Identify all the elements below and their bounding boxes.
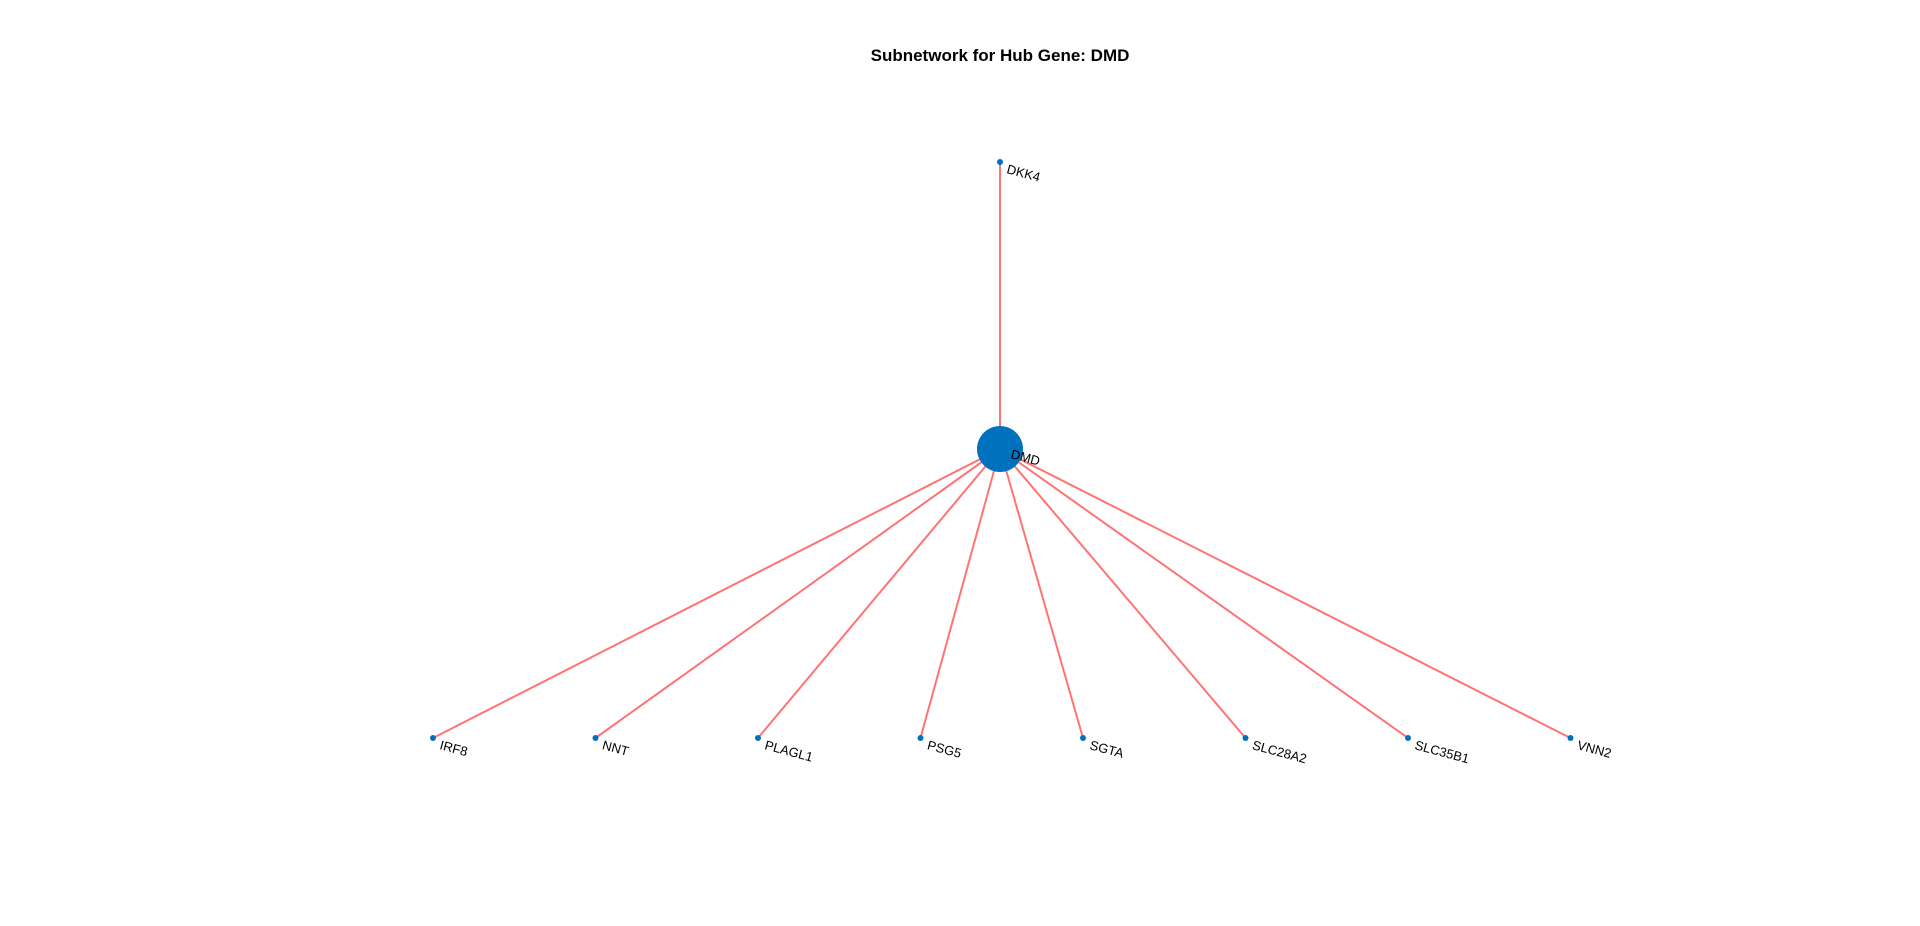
- node-dkk4: [997, 159, 1003, 165]
- edges-layer: [432, 162, 1571, 739]
- node-hub-dmd: [977, 426, 1023, 472]
- nodes-layer: [430, 159, 1574, 741]
- graph-title: Subnetwork for Hub Gene: DMD: [871, 46, 1130, 65]
- label-slc28a2: SLC28A2: [1251, 737, 1309, 766]
- node-nnt: [592, 735, 599, 741]
- node-plagl1: [755, 735, 761, 741]
- edge-dmd-irf8: [432, 448, 1001, 739]
- label-nnt: NNT: [601, 737, 631, 758]
- edge-dmd-vnn2: [999, 448, 1571, 739]
- label-plagl1: PLAGL1: [763, 737, 814, 764]
- node-slc28a2: [1242, 735, 1249, 741]
- label-dkk4: DKK4: [1005, 161, 1042, 184]
- node-psg5: [917, 735, 924, 741]
- label-hub-dmd: DMD: [1009, 446, 1041, 468]
- labels-layer: DKK4 IRF8 NNT PLAGL1 PSG5 SGTA SLC28A2 SLC35B1 V…: [438, 161, 1613, 766]
- label-psg5: PSG5: [926, 737, 963, 760]
- edge-dmd-nnt: [594, 448, 1001, 739]
- edge-dmd-slc35b1: [999, 448, 1409, 739]
- edge-dmd-plagl1: [757, 448, 1001, 739]
- node-slc35b1: [1405, 735, 1411, 741]
- label-irf8: IRF8: [438, 737, 469, 759]
- label-sgta: SGTA: [1088, 737, 1125, 760]
- label-slc35b1: SLC35B1: [1413, 737, 1471, 766]
- node-irf8: [430, 735, 436, 741]
- edge-dmd-slc28a2: [999, 448, 1247, 739]
- label-vnn2: VNN2: [1576, 737, 1613, 760]
- edge-dmd-psg5: [919, 448, 1001, 739]
- node-vnn2: [1567, 735, 1574, 741]
- node-sgta: [1080, 735, 1086, 741]
- edge-dmd-sgta: [999, 448, 1084, 739]
